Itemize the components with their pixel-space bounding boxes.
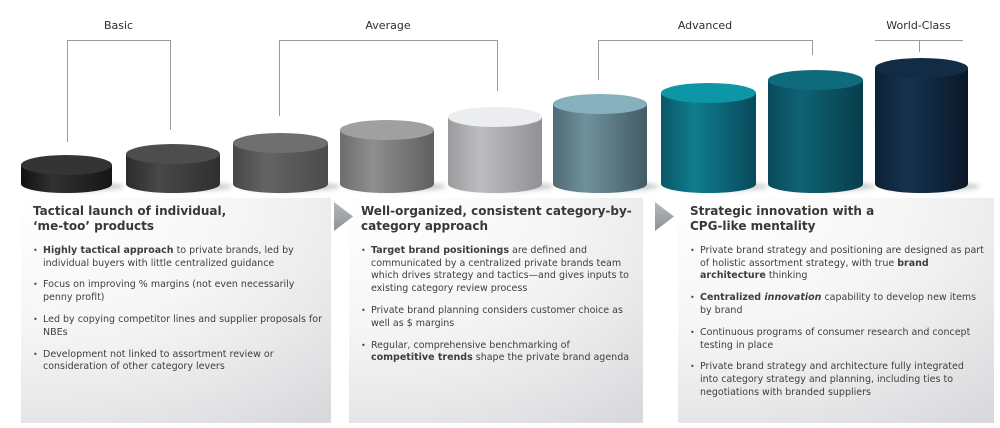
maturity-cylinder [448, 107, 542, 193]
stage-bracket-drop-right [497, 40, 498, 91]
panel-title: Strategic innovation with a CPG-like ment… [690, 204, 985, 235]
cylinder-body [340, 130, 434, 193]
panel-title-line: category approach [361, 219, 489, 234]
stage-bracket-drop-right [170, 40, 171, 130]
cylinder-cap [126, 144, 220, 164]
cylinder-body [448, 117, 542, 193]
bullet-icon: • [33, 245, 38, 255]
bullet-icon: • [33, 280, 38, 290]
bullet-item: • Focus on improving % margins (not even … [33, 279, 322, 305]
bullet-text-segment: Continuous programs of consumer research… [700, 326, 971, 351]
maturity-cylinder [21, 155, 112, 193]
cylinder-cap [340, 120, 434, 140]
bullet-item: • Led by copying competitor lines and sup… [33, 314, 322, 340]
stage-label-world-class: World-Class [886, 19, 951, 32]
stage-bracket-line [67, 40, 171, 41]
panel-title: Tactical launch of individual, ‘me-too’ p… [33, 204, 322, 235]
maturity-panel-3: Strategic innovation with a CPG-like ment… [678, 198, 994, 423]
maturity-cylinder [126, 144, 220, 193]
bullet-icon: • [690, 362, 695, 372]
bullet-text-segment: Private brand planning considers custome… [371, 304, 623, 329]
bullet-icon: • [33, 314, 38, 324]
bullet-text-segment: innovation [764, 292, 822, 304]
panel-title-line: Tactical launch of individual, [33, 204, 227, 218]
stage-label-advanced: Advanced [677, 19, 733, 32]
cylinder-cap [875, 58, 968, 78]
cylinder-body [553, 104, 647, 193]
cylinder-cap [448, 107, 542, 127]
bullet-text-segment: brand architecture [700, 257, 929, 282]
bullet-icon: • [690, 327, 695, 337]
cylinder-cap [233, 133, 328, 153]
bullet-item: • Private brand strategy and architecture… [690, 361, 985, 399]
panel-title-line: Well-organized, consistent category-by- [361, 204, 632, 218]
bullet-text-segment: Centralized [700, 292, 765, 304]
maturity-cylinder [553, 94, 647, 193]
maturity-panel-2: Well-organized, consistent category-by-c… [349, 198, 643, 423]
stage-bracket-drop-left [598, 40, 599, 80]
maturity-cylinder [340, 120, 434, 193]
bullet-text-segment: capability to develop new items by brand [700, 292, 977, 316]
bullet-item: • Target brand positionings are defined a… [361, 245, 634, 296]
bullet-item: • Regular, comprehensive benchmarking of … [361, 340, 634, 366]
panel-transition-arrow-icon [655, 202, 674, 231]
bullet-text-segment: competitive trends [371, 352, 473, 364]
stage-bracket-center-tick [919, 40, 920, 52]
bullet-text-segment: Private brand strategy and architecture … [700, 361, 964, 399]
stage-bracket-drop-left [67, 40, 68, 142]
maturity-cylinder [875, 58, 968, 193]
bullet-text-segment: shape the private brand agenda [472, 352, 630, 364]
panel-title-line: Strategic innovation with a [690, 204, 875, 218]
stage-label-basic: Basic [103, 19, 134, 32]
bullet-icon: • [361, 245, 366, 255]
bullet-text-segment: to private brands, led by individual buy… [43, 244, 294, 269]
cylinder-body [875, 68, 968, 193]
stage-label-average: Average [365, 19, 411, 32]
bullet-icon: • [690, 245, 695, 255]
panel-title-line: CPG-like mentality [690, 219, 816, 234]
maturity-cylinder [661, 83, 756, 193]
bullet-text-segment: are defined and communicated by a centra… [371, 244, 629, 295]
cylinder-cap [553, 94, 647, 114]
stage-bracket-drop-right [812, 40, 813, 55]
maturity-cylinder [768, 70, 863, 193]
bullet-text-segment: Focus on improving % margins (not even n… [43, 279, 295, 304]
cylinder-cap [21, 155, 112, 175]
stage-bracket-line [279, 40, 498, 41]
bullet-item: • Continuous programs of consumer researc… [690, 327, 985, 353]
bullet-icon: • [361, 305, 366, 315]
bullet-item: • Highly tactical approach to private bra… [33, 245, 322, 271]
bullet-text-segment: Regular, comprehensive benchmarking of [371, 339, 570, 351]
stage-bracket-line [598, 40, 813, 41]
maturity-panel-1: Tactical launch of individual, ‘me-too’ p… [21, 198, 331, 423]
bullet-icon: • [690, 293, 695, 303]
bullet-item: • Centralized innovation capability to de… [690, 292, 985, 318]
bullet-text-segment: Highly tactical approach [43, 244, 174, 256]
panel-title: Well-organized, consistent category-by-c… [361, 204, 634, 235]
cylinder-body [768, 80, 863, 193]
maturity-cylinder [233, 133, 328, 193]
bullet-item: • Private brand strategy and positioning … [690, 245, 985, 283]
bullet-item: • Private brand planning considers custom… [361, 305, 634, 331]
bullet-text-segment: Private brand strategy and positioning a… [700, 244, 984, 269]
bullet-text-segment: Target brand positionings [371, 244, 510, 256]
bullet-text-segment: Led by copying competitor lines and supp… [43, 313, 322, 338]
stage-bracket-drop-left [279, 40, 280, 116]
bullet-icon: • [361, 340, 366, 350]
panel-title-line: ‘me-too’ products [33, 219, 155, 234]
bullet-text-segment: thinking [765, 270, 808, 282]
cylinder-cap [661, 83, 756, 103]
cylinder-body [661, 93, 756, 193]
bullet-icon: • [33, 349, 38, 359]
cylinder-cap [768, 70, 863, 90]
bullet-item: • Development not linked to assortment re… [33, 349, 322, 375]
bullet-text-segment: Development not linked to assortment rev… [43, 348, 274, 373]
